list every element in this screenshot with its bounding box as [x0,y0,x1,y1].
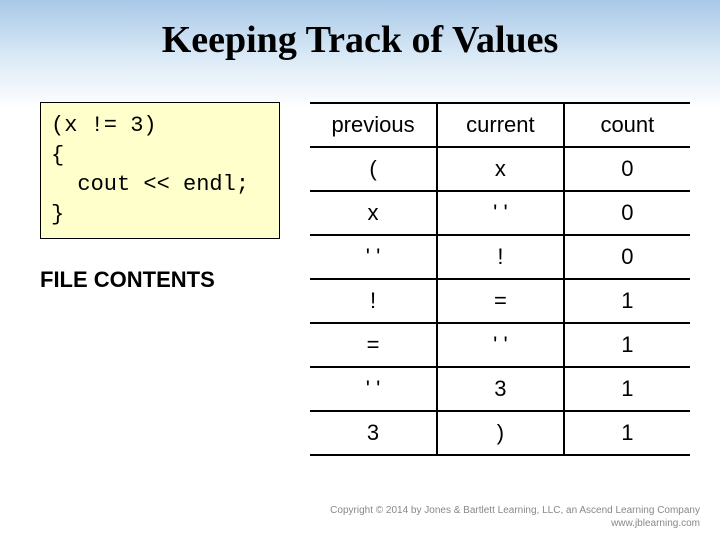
table-cell: 3 [310,411,437,455]
table-cell: 1 [564,279,690,323]
table-cell: ' ' [310,367,437,411]
table-cell: 1 [564,411,690,455]
table-row: x' '0 [310,191,690,235]
trace-table: previous current count (x0x' '0' '!0!=1=… [310,102,690,456]
table-cell: x [437,147,564,191]
table-cell: x [310,191,437,235]
table-cell: ' ' [437,323,564,367]
table-row: !=1 [310,279,690,323]
table-row: ' '31 [310,367,690,411]
content-area: (x != 3) { cout << endl; } FILE CONTENTS… [0,62,720,456]
table-cell: 0 [564,147,690,191]
page-title: Keeping Track of Values [0,0,720,62]
table-cell: ' ' [437,191,564,235]
table-cell: = [310,323,437,367]
table-cell: ! [437,235,564,279]
table-cell: 0 [564,235,690,279]
table-row: ' '!0 [310,235,690,279]
table-row: =' '1 [310,323,690,367]
table-cell: ) [437,411,564,455]
col-previous: previous [310,103,437,147]
table-cell: ' ' [310,235,437,279]
table-cell: = [437,279,564,323]
table-cell: 0 [564,191,690,235]
table-row: (x0 [310,147,690,191]
code-box: (x != 3) { cout << endl; } [40,102,280,239]
table-cell: ! [310,279,437,323]
table-cell: 3 [437,367,564,411]
copyright-footer: Copyright © 2014 by Jones & Bartlett Lea… [330,504,700,530]
table-cell: 1 [564,323,690,367]
table-row: 3)1 [310,411,690,455]
copyright-line: Copyright © 2014 by Jones & Bartlett Lea… [330,504,700,517]
table-cell: 1 [564,367,690,411]
table-header-row: previous current count [310,103,690,147]
table-cell: ( [310,147,437,191]
col-current: current [437,103,564,147]
left-column: (x != 3) { cout << endl; } FILE CONTENTS [40,102,280,456]
col-count: count [564,103,690,147]
file-contents-label: FILE CONTENTS [40,267,280,293]
url-line: www.jblearning.com [330,517,700,530]
